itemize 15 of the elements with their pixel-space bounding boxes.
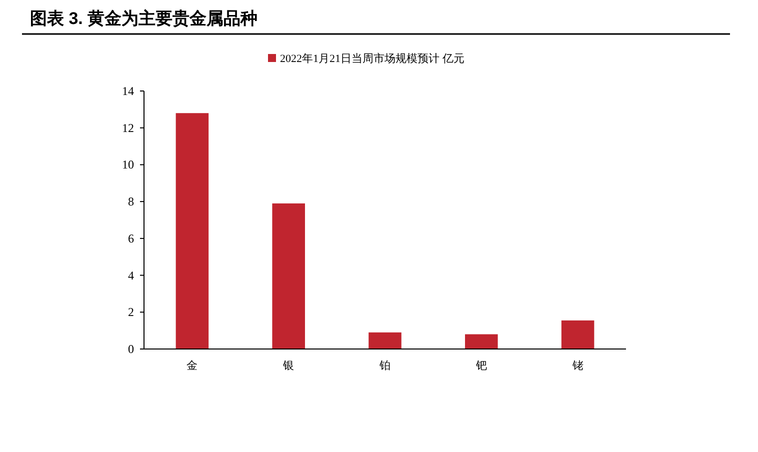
x-tick-label: 银 xyxy=(282,360,294,372)
y-tick-label: 0 xyxy=(128,342,134,356)
y-tick-label: 14 xyxy=(122,84,134,98)
legend-label: 2022年1月21日当周市场规模预计 亿元 xyxy=(280,52,464,65)
y-tick-label: 4 xyxy=(128,268,134,282)
y-tick-label: 12 xyxy=(122,120,134,135)
y-tick-label: 2 xyxy=(128,305,134,320)
y-tick-label: 8 xyxy=(128,194,134,209)
title: 图表 3. 黄金为主要贵金属品种 xyxy=(30,9,258,28)
y-tick-label: 10 xyxy=(122,158,134,172)
x-tick-label: 钯 xyxy=(474,360,487,372)
x-tick-label: 铂 xyxy=(378,360,390,372)
y-tick-label: 6 xyxy=(128,231,134,246)
x-tick-label: 金 xyxy=(186,360,198,372)
x-tick-label: 铑 xyxy=(571,360,584,372)
